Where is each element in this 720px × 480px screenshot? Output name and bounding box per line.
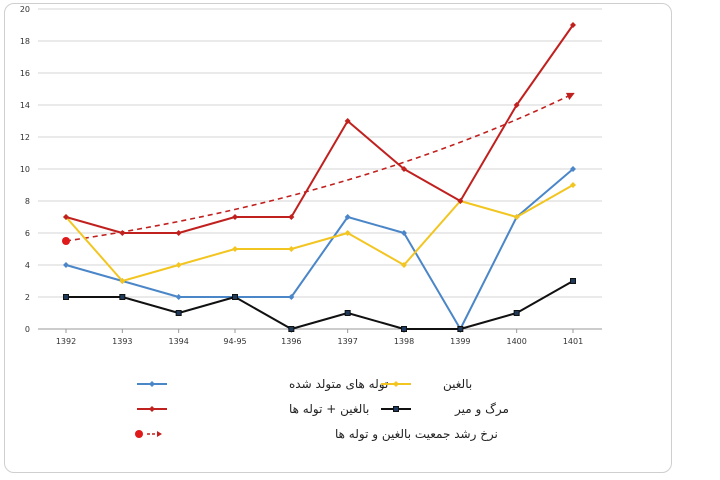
data-point	[175, 230, 182, 236]
x-axis-ticks: 1392 1393 1394 94-95 1396 1397 1398 1399 1400 140…	[56, 329, 583, 346]
x-tick-label: 1392	[56, 337, 76, 346]
y-tick-label: 18	[20, 37, 30, 46]
data-point	[175, 310, 182, 316]
legend-entry-label: مرگ و میر	[454, 402, 509, 417]
x-tick-label: 1397	[337, 337, 357, 346]
legend-trend-arrow	[157, 431, 162, 437]
series-line	[65, 24, 574, 234]
data-point	[457, 326, 464, 332]
data-point	[401, 326, 407, 332]
data-point	[344, 310, 351, 316]
data-point	[288, 326, 295, 332]
series-2	[63, 22, 576, 236]
legend-swatch-marker	[393, 406, 399, 412]
data-point	[63, 214, 69, 220]
trendline	[62, 92, 575, 245]
x-tick-label: 1399	[450, 337, 470, 346]
y-tick-label: 2	[25, 293, 30, 302]
data-point	[175, 294, 182, 300]
legend-entry-label: توله های متولد شده	[289, 377, 388, 392]
data-point	[570, 22, 576, 28]
y-tick-label: 10	[20, 165, 30, 174]
x-tick-label: 1396	[281, 337, 301, 346]
legend-entry-label: بالغین	[443, 377, 472, 392]
legend: توله های متولد شده بالغین بالغین + توله ها…	[135, 377, 509, 442]
x-tick-label: 1393	[112, 337, 132, 346]
data-point	[175, 262, 182, 268]
data-point	[119, 278, 126, 284]
legend-trend-dot	[135, 430, 143, 438]
data-point	[401, 262, 407, 268]
x-tick-label: 1398	[394, 337, 414, 346]
data-point	[457, 198, 464, 204]
data-point	[513, 102, 520, 108]
x-tick-label: 1394	[168, 337, 188, 346]
data-point	[63, 262, 69, 268]
y-tick-label: 14	[20, 101, 30, 110]
data-point	[344, 118, 351, 124]
data-point	[401, 166, 407, 172]
data-point	[119, 230, 126, 236]
data-point	[119, 294, 126, 300]
legend-swatch-marker	[149, 381, 155, 387]
x-tick-label: 1400	[506, 337, 526, 346]
series-line	[65, 184, 574, 282]
data-point	[288, 294, 295, 300]
data-point	[232, 294, 238, 300]
x-tick-label: 94-95	[223, 337, 246, 346]
data-point	[232, 246, 238, 252]
y-tick-label: 16	[20, 69, 30, 78]
data-point	[570, 182, 576, 188]
data-point	[288, 214, 295, 220]
legend-entry-label: بالغین + توله ها	[289, 402, 369, 417]
x-tick-label: 1401	[563, 337, 583, 346]
data-point	[513, 214, 520, 220]
chart-frame	[4, 3, 672, 473]
data-point	[344, 214, 351, 220]
y-axis-ticks: 0 2 4 6 8 10 12 14 16 18 20	[20, 5, 30, 334]
data-point	[570, 278, 576, 284]
data-point	[344, 230, 351, 236]
trendline-start-dot	[62, 237, 70, 245]
legend-swatch-marker	[149, 406, 155, 412]
legend-trend-label: نرخ رشد جمعیت بالغین و توله ها	[335, 427, 498, 442]
series-1	[63, 182, 576, 284]
legend-swatch-marker	[393, 381, 399, 387]
y-tick-label: 0	[25, 325, 30, 334]
y-tick-label: 8	[25, 197, 30, 206]
series-3	[63, 278, 576, 332]
trendline-curve	[65, 92, 575, 242]
series-line	[65, 168, 574, 330]
y-tick-label: 6	[25, 229, 30, 238]
y-tick-label: 4	[25, 261, 30, 270]
gridlines	[38, 8, 602, 330]
y-tick-label: 12	[20, 133, 30, 142]
series-line	[66, 280, 574, 330]
y-tick-label: 20	[20, 5, 30, 14]
data-point	[232, 214, 238, 220]
data-point	[63, 294, 69, 300]
data-point	[513, 310, 520, 316]
series-0	[63, 166, 576, 332]
data-point	[401, 230, 407, 236]
data-point	[570, 166, 576, 172]
data-point	[288, 246, 295, 252]
series-lines	[63, 22, 576, 332]
